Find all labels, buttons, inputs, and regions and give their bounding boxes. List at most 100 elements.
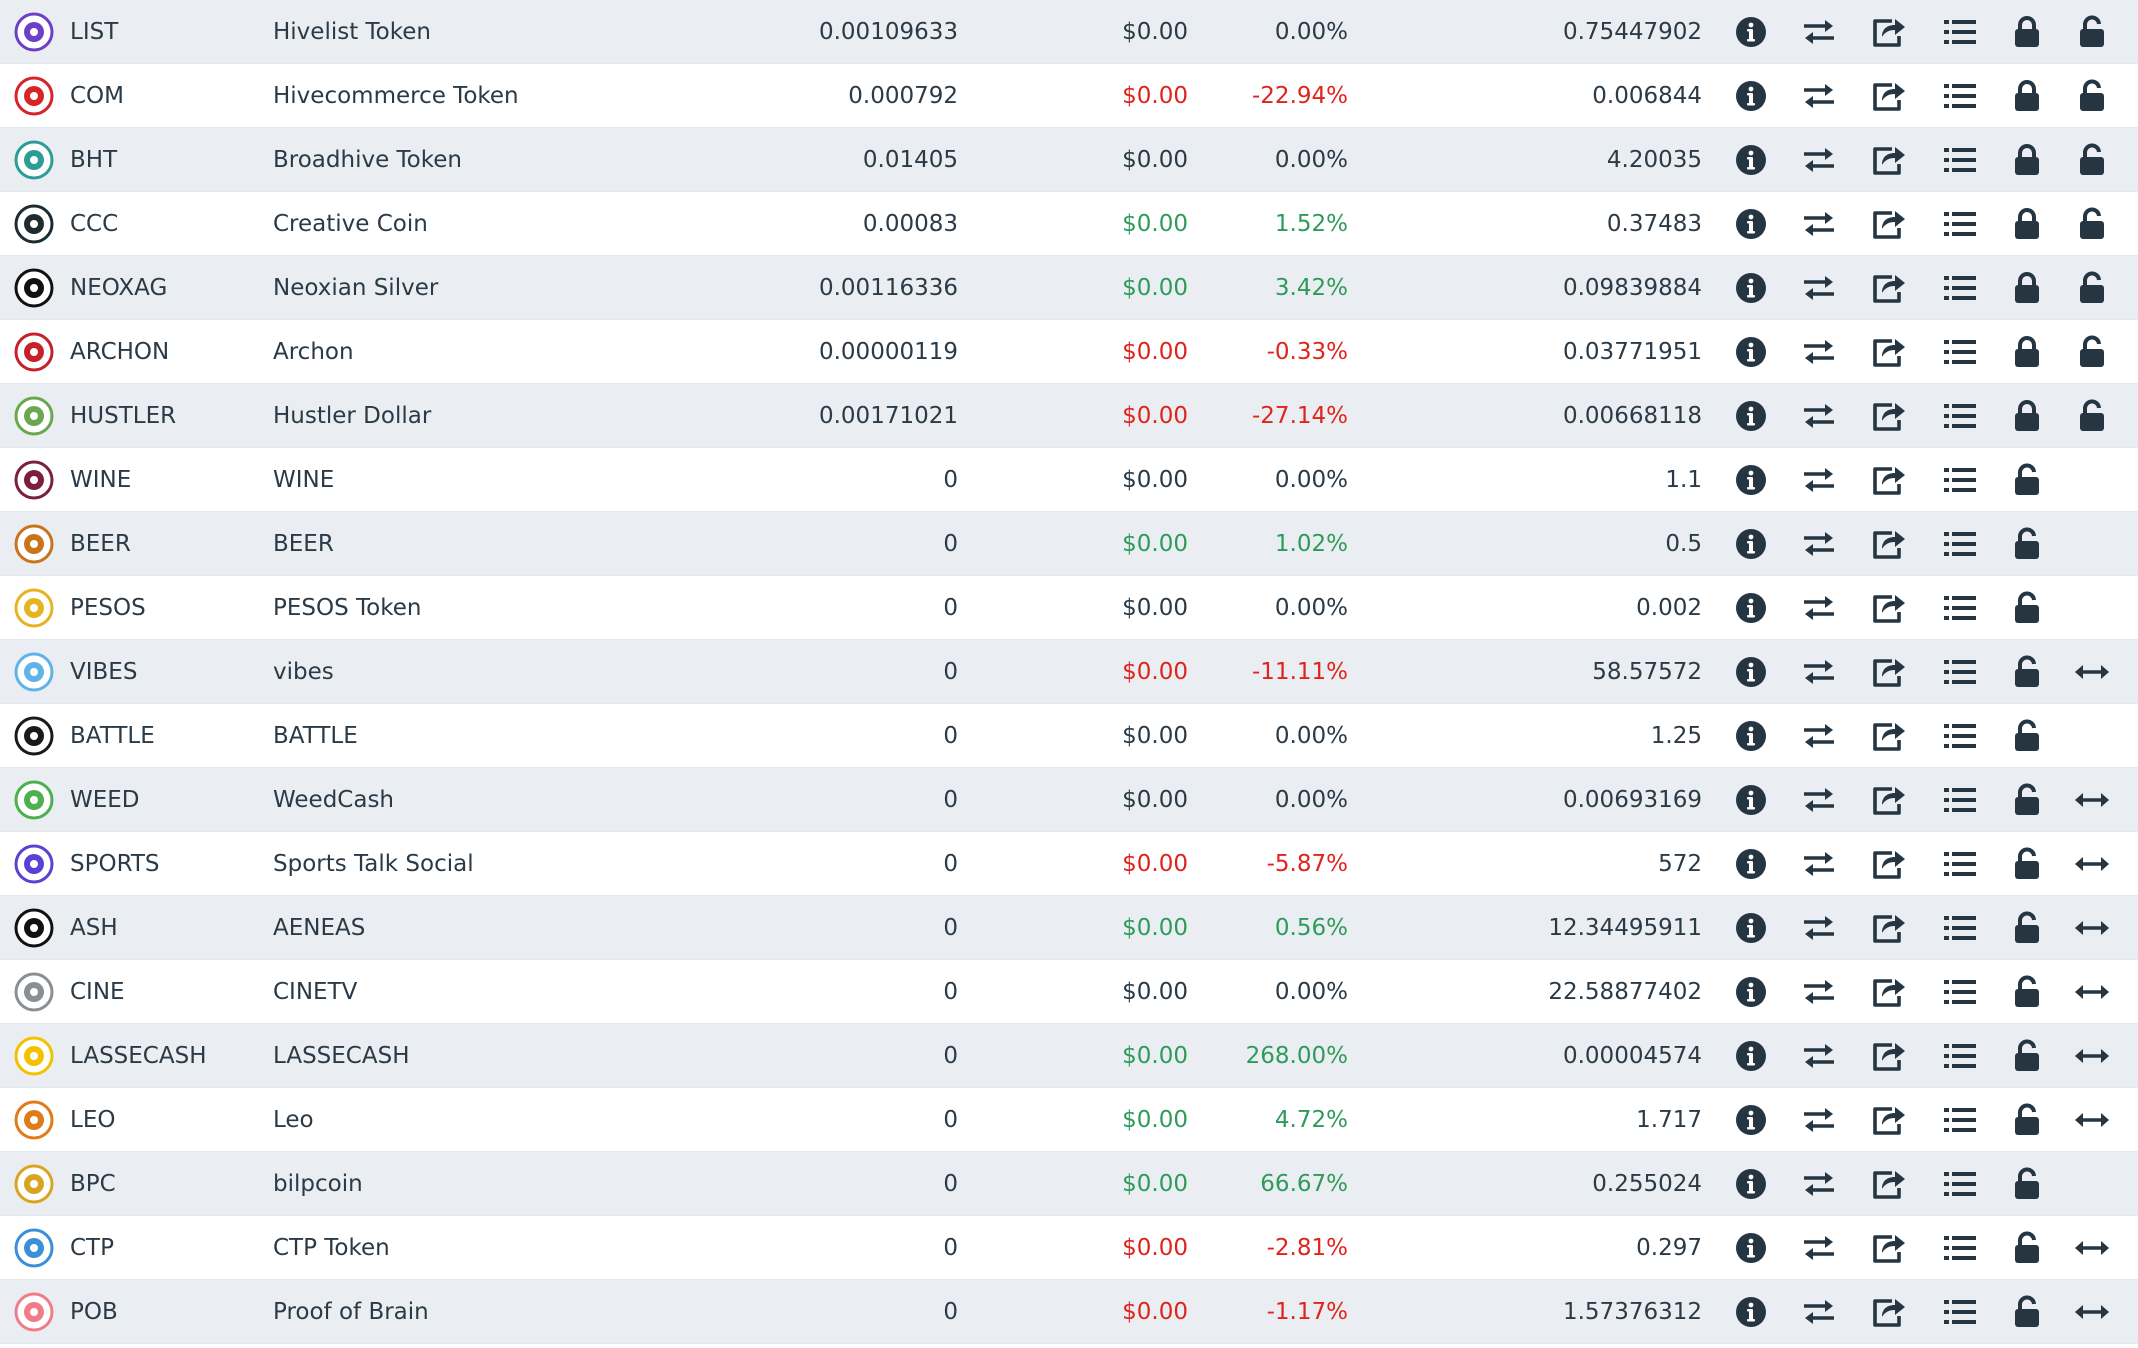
unstake-unlock-icon[interactable] — [2073, 15, 2111, 49]
info-icon[interactable] — [1732, 1103, 1770, 1137]
unstake-unlock-icon[interactable] — [2073, 271, 2111, 305]
exchange-icon[interactable] — [1800, 79, 1838, 113]
exchange-icon[interactable] — [1800, 783, 1838, 817]
send-share-icon[interactable] — [1870, 719, 1908, 753]
unstake-unlock-icon[interactable] — [2008, 911, 2046, 945]
send-share-icon[interactable] — [1870, 527, 1908, 561]
unstake-unlock-icon[interactable] — [2008, 719, 2046, 753]
info-icon[interactable] — [1732, 207, 1770, 241]
delegate-arrows-icon[interactable] — [2073, 1231, 2111, 1265]
exchange-icon[interactable] — [1800, 463, 1838, 497]
history-list-icon[interactable] — [1941, 655, 1979, 689]
unstake-unlock-icon[interactable] — [2008, 783, 2046, 817]
send-share-icon[interactable] — [1870, 655, 1908, 689]
unstake-unlock-icon[interactable] — [2008, 1295, 2046, 1329]
exchange-icon[interactable] — [1800, 335, 1838, 369]
send-share-icon[interactable] — [1870, 463, 1908, 497]
history-list-icon[interactable] — [1941, 591, 1979, 625]
history-list-icon[interactable] — [1941, 463, 1979, 497]
exchange-icon[interactable] — [1800, 591, 1838, 625]
exchange-icon[interactable] — [1800, 1103, 1838, 1137]
unstake-unlock-icon[interactable] — [2008, 591, 2046, 625]
delegate-arrows-icon[interactable] — [2073, 1103, 2111, 1137]
info-icon[interactable] — [1732, 335, 1770, 369]
stake-lock-icon[interactable] — [2008, 399, 2046, 433]
send-share-icon[interactable] — [1870, 399, 1908, 433]
exchange-icon[interactable] — [1800, 911, 1838, 945]
history-list-icon[interactable] — [1941, 719, 1979, 753]
send-share-icon[interactable] — [1870, 783, 1908, 817]
send-share-icon[interactable] — [1870, 1231, 1908, 1265]
exchange-icon[interactable] — [1800, 719, 1838, 753]
info-icon[interactable] — [1732, 1295, 1770, 1329]
unstake-unlock-icon[interactable] — [2073, 79, 2111, 113]
send-share-icon[interactable] — [1870, 335, 1908, 369]
history-list-icon[interactable] — [1941, 527, 1979, 561]
info-icon[interactable] — [1732, 271, 1770, 305]
info-icon[interactable] — [1732, 655, 1770, 689]
stake-lock-icon[interactable] — [2008, 79, 2046, 113]
history-list-icon[interactable] — [1941, 79, 1979, 113]
exchange-icon[interactable] — [1800, 399, 1838, 433]
unstake-unlock-icon[interactable] — [2073, 207, 2111, 241]
unstake-unlock-icon[interactable] — [2073, 335, 2111, 369]
exchange-icon[interactable] — [1800, 1231, 1838, 1265]
delegate-arrows-icon[interactable] — [2073, 1039, 2111, 1073]
history-list-icon[interactable] — [1941, 847, 1979, 881]
unstake-unlock-icon[interactable] — [2008, 527, 2046, 561]
exchange-icon[interactable] — [1800, 847, 1838, 881]
send-share-icon[interactable] — [1870, 1295, 1908, 1329]
send-share-icon[interactable] — [1870, 207, 1908, 241]
info-icon[interactable] — [1732, 79, 1770, 113]
stake-lock-icon[interactable] — [2008, 143, 2046, 177]
info-icon[interactable] — [1732, 527, 1770, 561]
history-list-icon[interactable] — [1941, 207, 1979, 241]
history-list-icon[interactable] — [1941, 911, 1979, 945]
history-list-icon[interactable] — [1941, 1167, 1979, 1201]
unstake-unlock-icon[interactable] — [2008, 655, 2046, 689]
send-share-icon[interactable] — [1870, 271, 1908, 305]
history-list-icon[interactable] — [1941, 1295, 1979, 1329]
send-share-icon[interactable] — [1870, 79, 1908, 113]
unstake-unlock-icon[interactable] — [2073, 399, 2111, 433]
info-icon[interactable] — [1732, 143, 1770, 177]
history-list-icon[interactable] — [1941, 271, 1979, 305]
info-icon[interactable] — [1732, 719, 1770, 753]
exchange-icon[interactable] — [1800, 15, 1838, 49]
exchange-icon[interactable] — [1800, 143, 1838, 177]
send-share-icon[interactable] — [1870, 1039, 1908, 1073]
delegate-arrows-icon[interactable] — [2073, 655, 2111, 689]
unstake-unlock-icon[interactable] — [2073, 143, 2111, 177]
stake-lock-icon[interactable] — [2008, 335, 2046, 369]
unstake-unlock-icon[interactable] — [2008, 847, 2046, 881]
info-icon[interactable] — [1732, 399, 1770, 433]
exchange-icon[interactable] — [1800, 527, 1838, 561]
delegate-arrows-icon[interactable] — [2073, 847, 2111, 881]
send-share-icon[interactable] — [1870, 1167, 1908, 1201]
history-list-icon[interactable] — [1941, 975, 1979, 1009]
delegate-arrows-icon[interactable] — [2073, 1295, 2111, 1329]
info-icon[interactable] — [1732, 975, 1770, 1009]
history-list-icon[interactable] — [1941, 335, 1979, 369]
info-icon[interactable] — [1732, 783, 1770, 817]
history-list-icon[interactable] — [1941, 1231, 1979, 1265]
exchange-icon[interactable] — [1800, 271, 1838, 305]
info-icon[interactable] — [1732, 1039, 1770, 1073]
unstake-unlock-icon[interactable] — [2008, 1167, 2046, 1201]
history-list-icon[interactable] — [1941, 15, 1979, 49]
info-icon[interactable] — [1732, 1231, 1770, 1265]
info-icon[interactable] — [1732, 591, 1770, 625]
info-icon[interactable] — [1732, 847, 1770, 881]
unstake-unlock-icon[interactable] — [2008, 975, 2046, 1009]
send-share-icon[interactable] — [1870, 15, 1908, 49]
history-list-icon[interactable] — [1941, 783, 1979, 817]
exchange-icon[interactable] — [1800, 1167, 1838, 1201]
send-share-icon[interactable] — [1870, 143, 1908, 177]
history-list-icon[interactable] — [1941, 143, 1979, 177]
stake-lock-icon[interactable] — [2008, 271, 2046, 305]
send-share-icon[interactable] — [1870, 975, 1908, 1009]
exchange-icon[interactable] — [1800, 1039, 1838, 1073]
unstake-unlock-icon[interactable] — [2008, 463, 2046, 497]
send-share-icon[interactable] — [1870, 847, 1908, 881]
delegate-arrows-icon[interactable] — [2073, 783, 2111, 817]
